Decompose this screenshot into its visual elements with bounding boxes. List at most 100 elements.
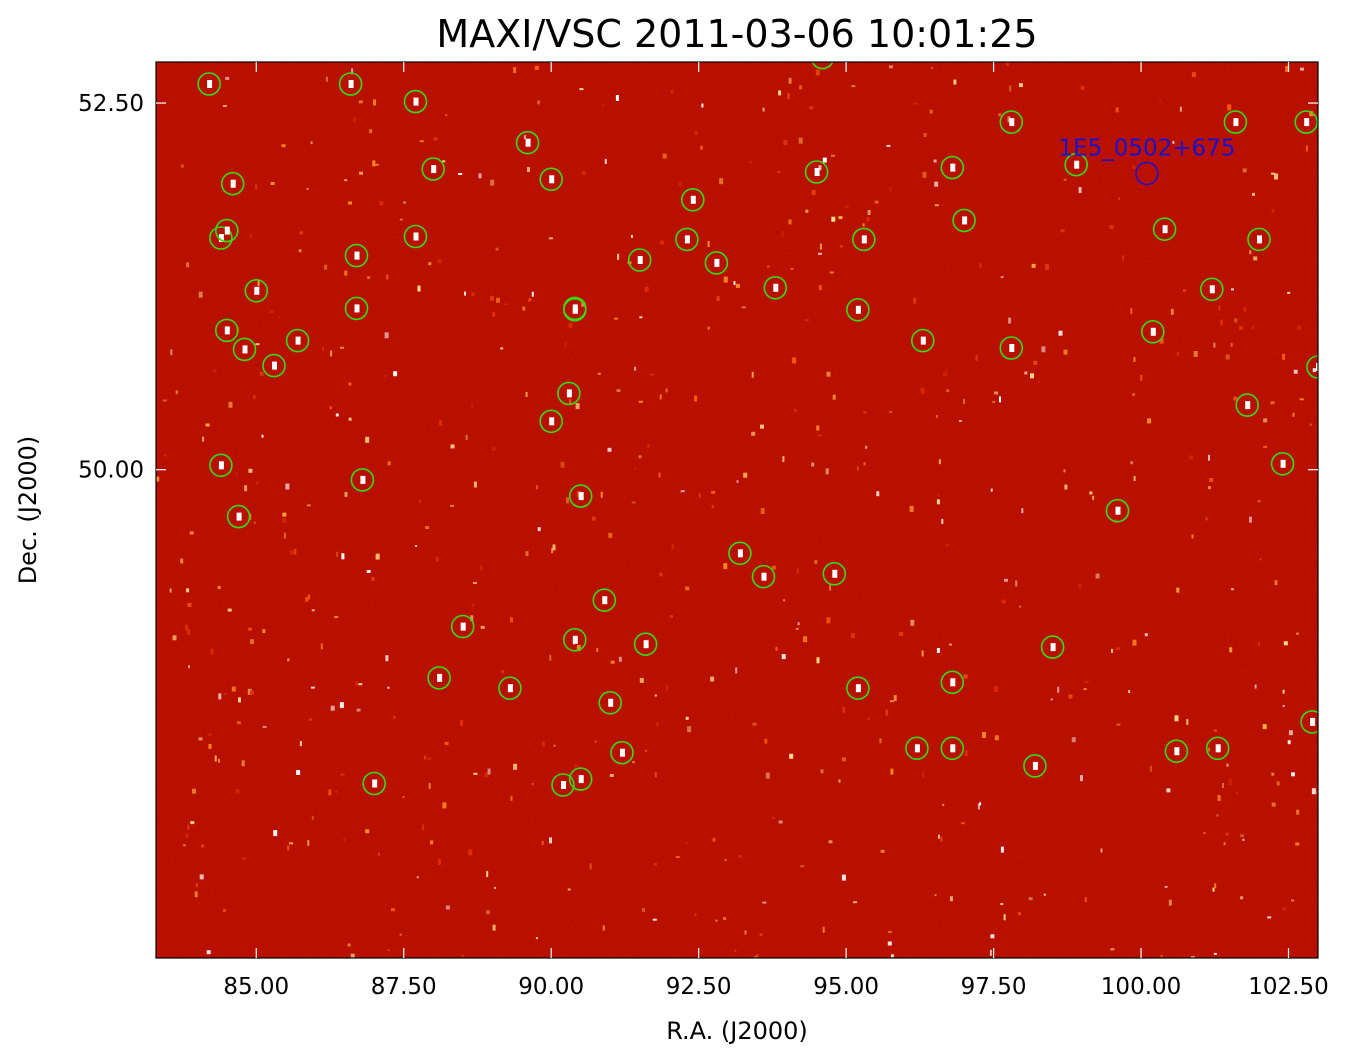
source-spot [549, 175, 555, 184]
speckle [1297, 325, 1302, 330]
speckle [484, 772, 489, 778]
speckle [242, 857, 247, 861]
speckle [887, 941, 892, 946]
speckle [253, 521, 256, 524]
source-marker [209, 226, 233, 250]
speckle [990, 488, 993, 492]
speckle [335, 413, 339, 417]
x-tick-label: 102.50 [1248, 974, 1328, 1000]
speckle [1033, 360, 1038, 365]
speckle [356, 708, 361, 712]
speckle [471, 292, 475, 297]
source-marker [633, 632, 658, 657]
speckle [1285, 65, 1290, 72]
speckle [1140, 374, 1143, 381]
source-markers [197, 62, 1318, 797]
speckle [471, 403, 474, 408]
source-marker [675, 227, 699, 252]
speckle [1209, 478, 1214, 482]
speckle [874, 200, 879, 204]
speckle [468, 849, 473, 856]
speckle [832, 394, 836, 400]
speckle [1228, 779, 1232, 786]
speckle [841, 757, 846, 762]
speckle [478, 173, 482, 179]
speckle [465, 434, 468, 440]
source-marker [403, 224, 428, 249]
speckle [733, 281, 736, 286]
speckle [218, 693, 222, 700]
speckle [1133, 475, 1136, 481]
speckle [596, 647, 599, 652]
source-marker [344, 296, 369, 321]
source-marker [568, 767, 593, 791]
speckle [189, 531, 194, 535]
source-marker [680, 188, 705, 212]
speckle [1063, 178, 1067, 181]
speckle [792, 357, 797, 364]
source-marker [1247, 227, 1271, 252]
source-spot [1162, 225, 1168, 234]
speckle [1159, 338, 1164, 344]
speckle [439, 419, 443, 426]
speckle [1262, 724, 1267, 730]
source-marker [1023, 754, 1047, 778]
speckle [308, 718, 312, 721]
speckle [1132, 393, 1136, 396]
speckle [480, 625, 485, 629]
speckle [564, 342, 567, 348]
speckle [1259, 558, 1262, 561]
speckle [639, 316, 643, 319]
source-spot [230, 179, 236, 188]
speckle [775, 646, 778, 651]
speckle [236, 721, 241, 725]
speckle [938, 834, 940, 839]
source-spot [218, 234, 224, 242]
speckle [225, 76, 230, 80]
speckle [719, 178, 724, 185]
source-spot [254, 286, 260, 295]
speckle [1312, 368, 1316, 373]
speckle [1031, 263, 1036, 268]
speckle [299, 231, 303, 235]
speckle [1214, 883, 1217, 889]
x-tick-label: 97.50 [961, 974, 1027, 1000]
source-marker [421, 157, 446, 181]
speckle [1128, 690, 1131, 694]
speckle [923, 133, 927, 137]
speckle [1008, 317, 1012, 324]
speckle [307, 594, 310, 600]
source-marker [811, 62, 834, 70]
source-spot [218, 461, 224, 470]
source-spot [1209, 285, 1215, 294]
speckle [805, 209, 809, 213]
speckle [1144, 633, 1148, 637]
speckle [1227, 104, 1232, 111]
speckle [1043, 893, 1046, 896]
speckle [723, 917, 727, 920]
speckle [604, 158, 607, 164]
speckle [989, 949, 992, 956]
speckle [638, 455, 642, 459]
source-marker [940, 155, 965, 180]
speckle [428, 783, 431, 789]
speckle [1030, 373, 1034, 379]
source-marker [1152, 217, 1177, 241]
speckle [940, 836, 943, 842]
source-spot [413, 232, 419, 241]
speckle [262, 629, 266, 634]
speckle [259, 371, 264, 376]
speckle [707, 326, 710, 330]
speckle [1287, 291, 1291, 294]
speckle [772, 817, 775, 819]
speckle [169, 588, 172, 593]
source-marker [851, 227, 876, 252]
source-marker [1270, 451, 1295, 476]
source-marker [910, 328, 935, 353]
speckle [306, 187, 309, 190]
speckle [343, 837, 346, 842]
speckle [387, 949, 390, 952]
speckle [712, 837, 716, 842]
speckle [631, 501, 636, 504]
speckle [500, 347, 504, 350]
